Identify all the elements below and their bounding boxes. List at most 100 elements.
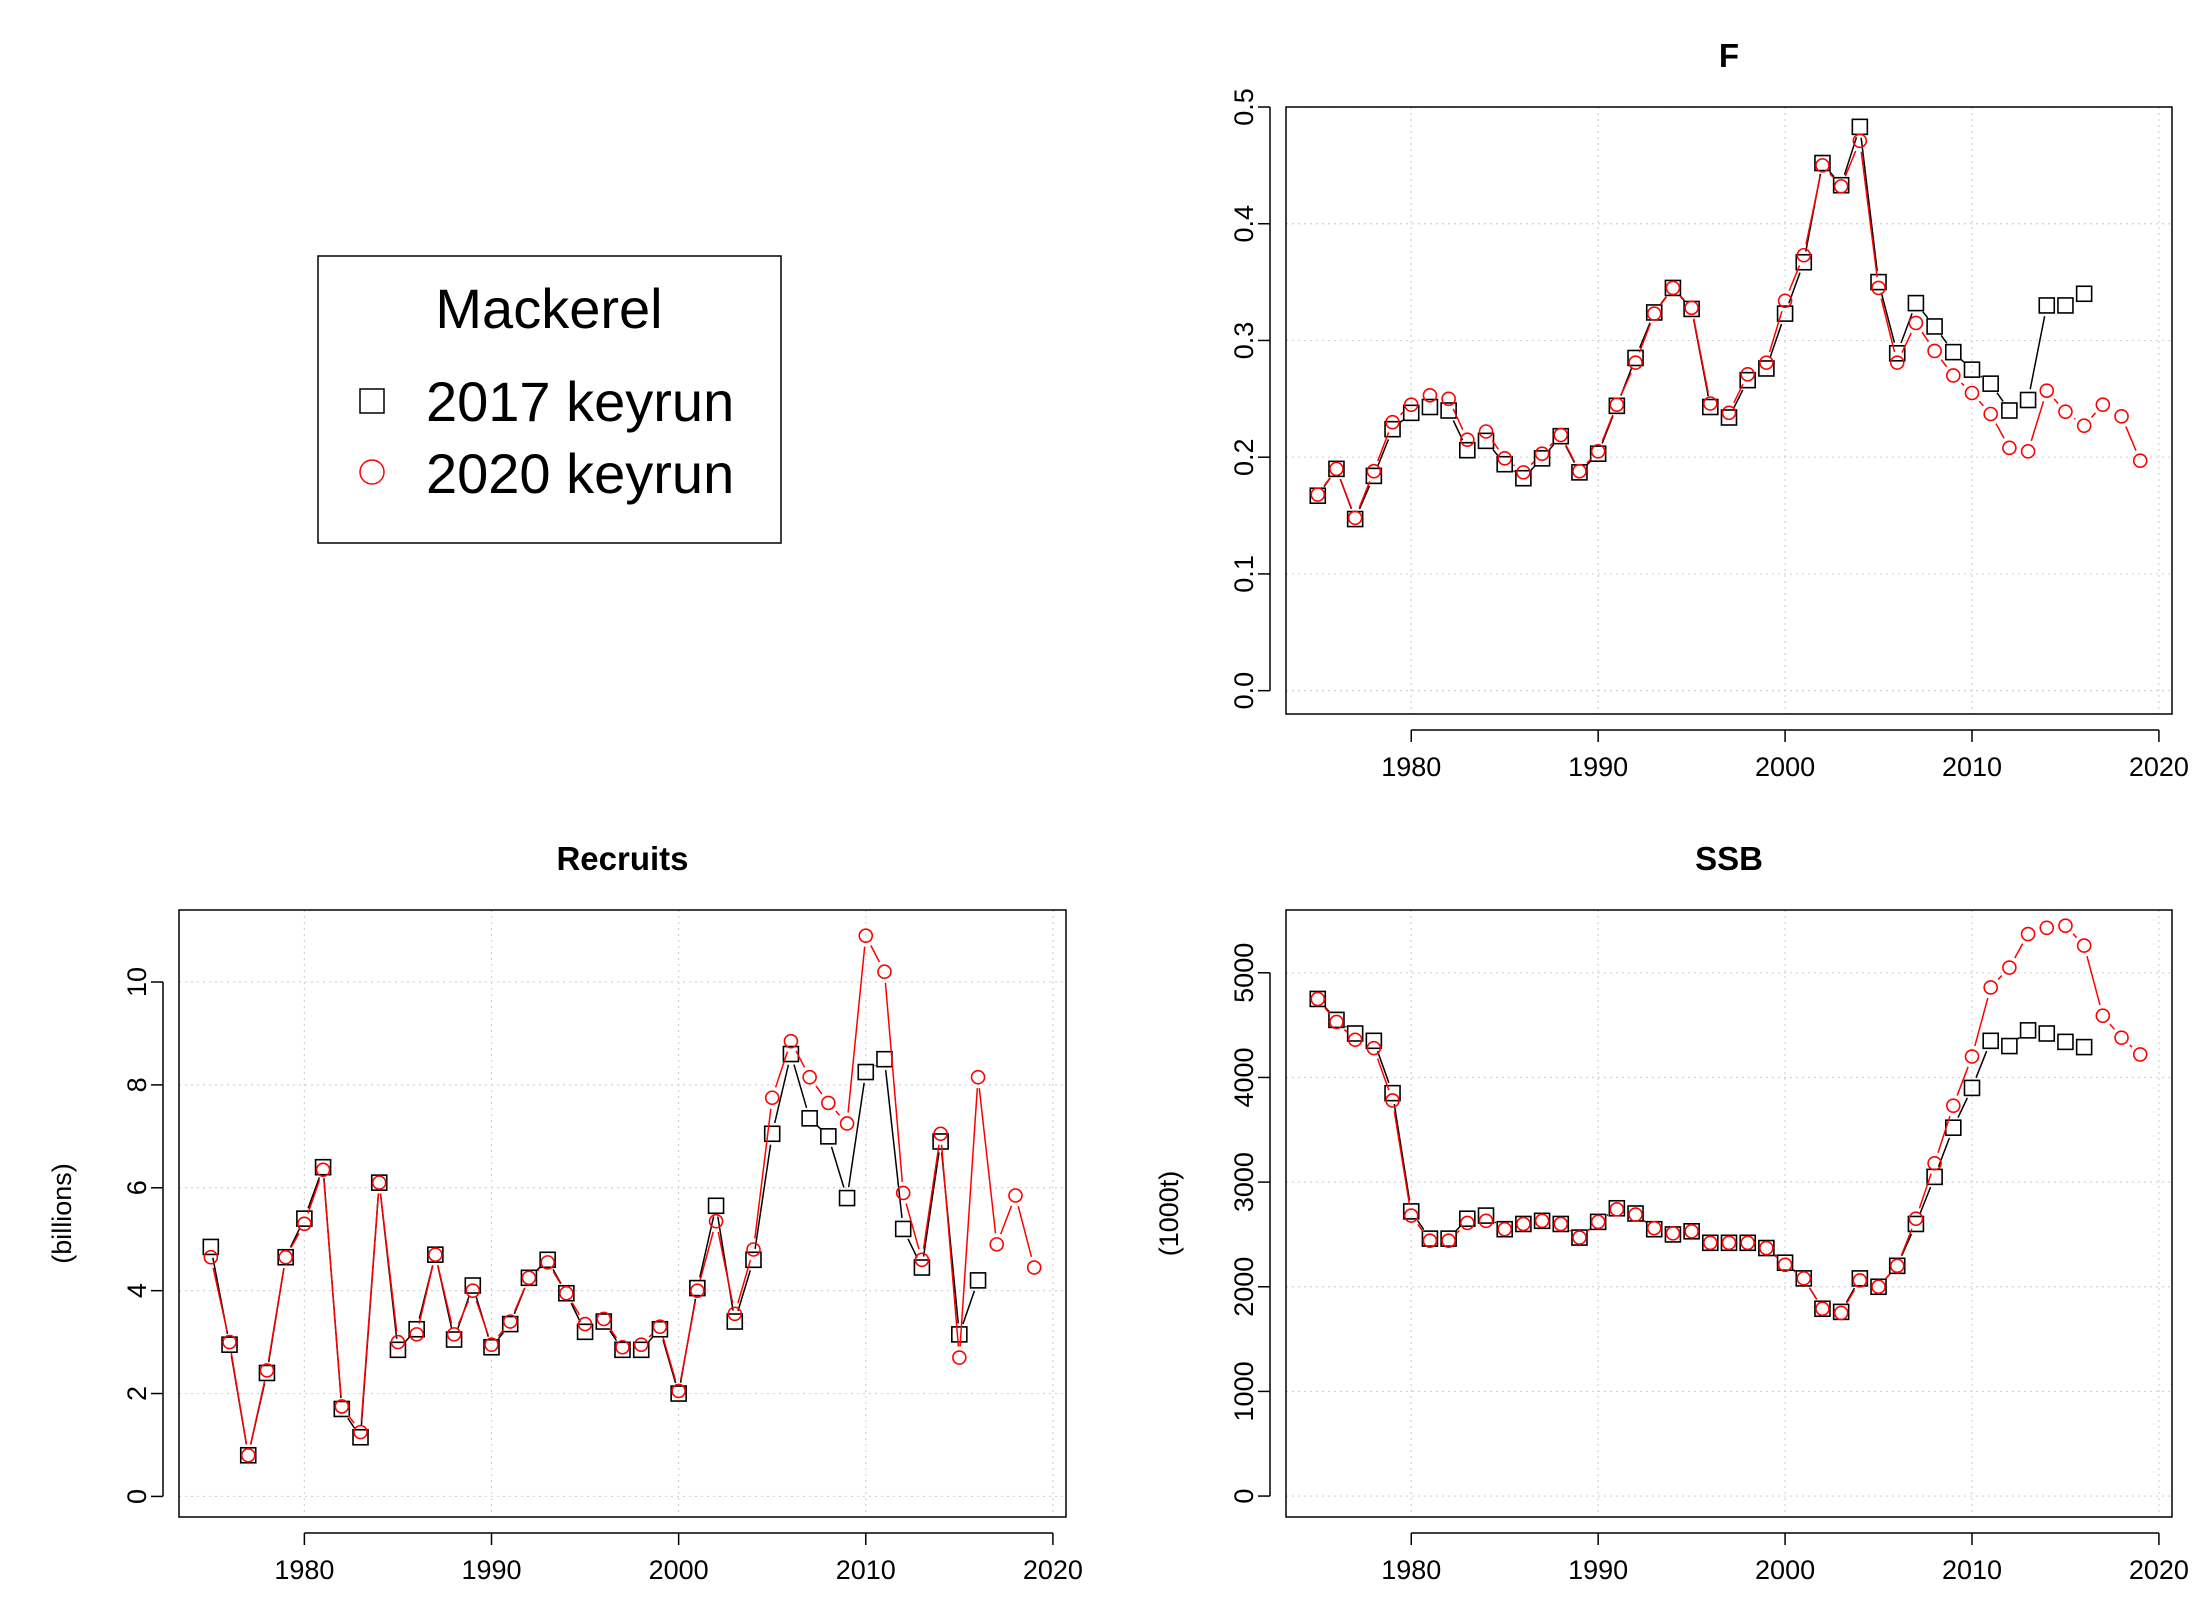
f-series-2017-segment (1400, 419, 1404, 423)
f-series-2017-point (2001, 402, 2018, 419)
f-series-2020-segment (1638, 323, 1652, 353)
ssb-series-2017-segment (2017, 1036, 2021, 1040)
ssb-series-2020-point (2095, 1008, 2111, 1024)
f-series-2017-point (1459, 441, 1476, 459)
recruits-series-2020-point (502, 1314, 518, 1329)
recruits-series-2020-point (1008, 1188, 1023, 1203)
ssb-series-2020-segment (1845, 1289, 1856, 1304)
f-series-2020-segment (1358, 481, 1371, 508)
recruits-series-2020-point (690, 1283, 705, 1298)
recruits-series-2017-point (539, 1251, 556, 1269)
ssb-series-2020-point (1983, 980, 1998, 995)
ssb-series-2020-segment (1900, 1228, 1913, 1256)
recruits-series-2020-point (446, 1327, 462, 1342)
recruits-series-2017-segment (830, 1146, 845, 1188)
recruits-series-2020-point (989, 1237, 1005, 1252)
f-series-2017-point (2075, 285, 2093, 303)
f-series-2020-point (1852, 133, 1868, 149)
f-x-tick-label: 2020 (2129, 752, 2189, 782)
ssb-series-2020-point (1422, 1233, 1438, 1249)
recruits-series-2020-point (746, 1242, 761, 1257)
recruits-series-2020-point (821, 1095, 836, 1111)
ssb-series-2020-segment (2129, 1044, 2133, 1048)
recruits-series-2017-point (370, 1174, 388, 1191)
ssb-series-2020-point (1347, 1032, 1363, 1048)
ssb-series-2017-point (1851, 1270, 1869, 1287)
recruits-series-2020-segment (978, 1088, 997, 1234)
ssb-y-tick-label: 2000 (1229, 1257, 1259, 1317)
recruits-series-2020-segment (774, 1051, 789, 1088)
f-series-2020-segment (1960, 382, 1965, 387)
f-series-2020-point (1385, 414, 1400, 430)
recruits-series-2020-segment (360, 1193, 380, 1422)
recruits-series-2020-segment (847, 946, 866, 1113)
ssb-x-tick-label: 1990 (1568, 1555, 1628, 1585)
recruits-series-2020-segment (662, 1337, 677, 1381)
ssb-series-2017-point (1589, 1213, 1607, 1231)
f-series-2017-point (1477, 432, 1495, 450)
f-series-2020-segment (1339, 478, 1352, 508)
recruits-series-2017-point (483, 1338, 500, 1356)
panel-f: F 1980 1990 2000 2010 2020 0.0 0.1 0.2 0.3 0.4 0.5 (1229, 37, 2189, 782)
recruits-series-2020-point (540, 1255, 555, 1270)
f-series-2017-segment (1548, 444, 1555, 451)
f-series-2017-point (1814, 154, 1831, 172)
recruits-series-2020-segment (754, 1108, 772, 1239)
f-series-2017-segment (1639, 322, 1651, 349)
f-series-2017-point (1739, 371, 1756, 389)
f-series-2017-segment (1358, 485, 1371, 510)
ssb-series-2017-point (2075, 1038, 2093, 1056)
f-series-2017-segment (1940, 334, 1948, 344)
f-series-2020-point (1703, 396, 1718, 411)
recruits-series-2020-segment (795, 1050, 806, 1068)
f-series-2017-point (1365, 467, 1383, 485)
ssb-series-2020-segment (2086, 956, 2101, 1006)
f-series-2017-point (1926, 318, 1943, 335)
recruits-series-2017-segment (609, 1330, 618, 1342)
recruits-series-2020-point (521, 1270, 537, 1286)
recruits-series-2020-point (222, 1334, 237, 1350)
f-series-2017-segment (1769, 323, 1783, 359)
f-series-2017-segment (1530, 465, 1536, 471)
f-series-2020-point (1815, 158, 1830, 173)
ssb-series-2017-point (1421, 1230, 1439, 1247)
f-y-tick-label: 0.3 (1229, 322, 1259, 360)
recruits-series-2017-point (408, 1320, 425, 1338)
recruits-series-2020-segment (922, 1144, 940, 1250)
f-series-2020-segment (1513, 464, 1516, 467)
recruits-series-2020-point (240, 1447, 256, 1463)
f-series-2020-point (1553, 427, 1569, 443)
legend-circle-symbol (359, 459, 385, 485)
ssb-series-2020-point (1553, 1216, 1569, 1232)
ssb-series-2020-point (1572, 1230, 1587, 1245)
ssb-series-2017-segment (1919, 1186, 1932, 1215)
ssb-series-2020-point (1946, 1098, 1961, 1114)
f-series-2017-point (2038, 297, 2056, 314)
f-series-2017-segment (1377, 439, 1390, 466)
recruits-series-2020-segment (905, 1203, 920, 1250)
recruits-series-2020-point (633, 1337, 649, 1352)
ssb-series-2020-point (1329, 1014, 1344, 1030)
f-x-tick-label: 1980 (1381, 752, 1441, 782)
f-series-2020-segment (1549, 442, 1554, 447)
f-series-2017-point (1888, 345, 1906, 362)
recruits-series-2020-segment (1017, 1205, 1033, 1258)
f-series-2020-segment (2030, 400, 2045, 442)
ssb-series-2017-point (2019, 1022, 2037, 1039)
recruits-series-2020-point (933, 1126, 948, 1142)
f-series-2020-segment (1323, 477, 1331, 487)
f-series-2017-point (1384, 420, 1401, 438)
f-series-2020-point (1347, 510, 1363, 526)
recruits-series-2017-point (614, 1341, 631, 1359)
ssb-series-2020-point (1441, 1233, 1456, 1249)
recruits-series-2017-segment (307, 1177, 321, 1209)
f-series-2020-point (2020, 444, 2036, 459)
recruits-series-2020-segment (307, 1179, 321, 1214)
f-series-2020-segment (2090, 412, 2097, 418)
ssb-series-2020-segment (1793, 1270, 1796, 1273)
f-series-2020-point (1310, 487, 1326, 502)
recruits-series-2020-segment (737, 1259, 752, 1304)
recruits-series-2017-point (520, 1269, 538, 1287)
ssb-x-tick-label: 2020 (2129, 1555, 2189, 1585)
ssb-series-2017-point (1496, 1220, 1513, 1238)
